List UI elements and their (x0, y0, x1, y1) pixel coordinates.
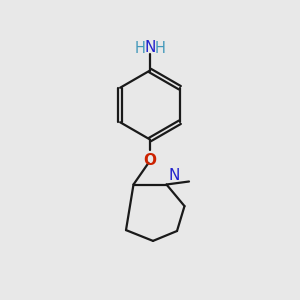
Text: H: H (154, 41, 165, 56)
Text: N: N (169, 168, 180, 183)
Text: H: H (135, 41, 146, 56)
Text: N: N (144, 40, 156, 55)
Text: O: O (143, 153, 157, 168)
